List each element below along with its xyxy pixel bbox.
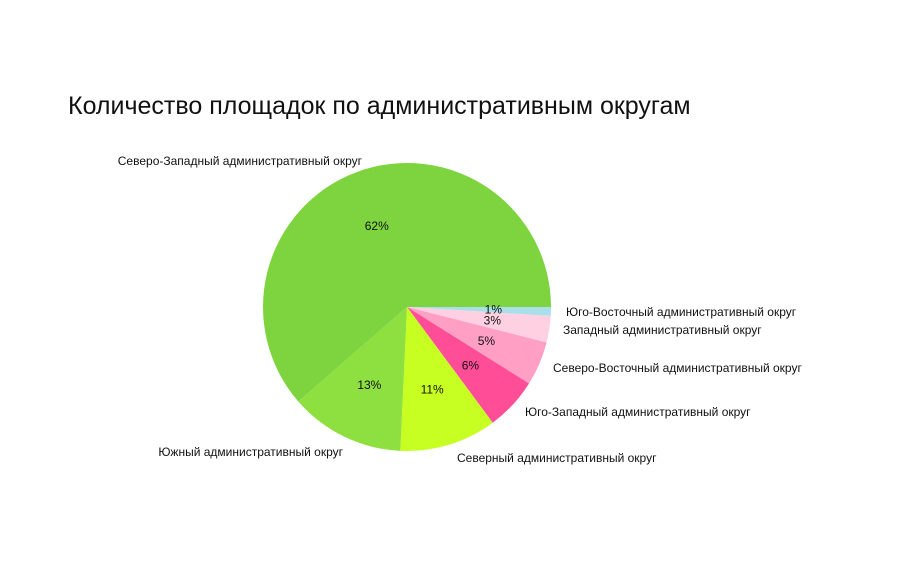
slice-percent-label: 13% (357, 378, 381, 392)
slice-category-label: Юго-Западный административный округ (525, 405, 751, 419)
slice-category-label: Северо-Восточный административный округ (553, 361, 802, 375)
slice-category-label: Северо-Западный административный округ (118, 154, 363, 168)
pie-slice (400, 307, 493, 451)
pie-labels: 1% Юго-Восточный административный округ 3%… (118, 154, 803, 465)
pie-slice (407, 307, 530, 423)
pie-slices (262, 162, 551, 451)
slice-percent-label: 5% (478, 334, 496, 348)
slice-percent-label: 3% (484, 313, 502, 327)
slice-percent-label: 1% (485, 303, 503, 317)
slice-category-label: Западный административный округ (563, 323, 762, 337)
pie-slice (298, 307, 407, 451)
pie-slice (262, 162, 551, 402)
slice-percent-label: 62% (365, 219, 389, 233)
slice-category-label: Южный административный округ (158, 445, 343, 459)
slice-category-label: Северный административный округ (457, 451, 657, 465)
pie-slice (407, 307, 547, 384)
slice-category-label: Юго-Восточный административный округ (566, 305, 797, 319)
pie-slice (407, 307, 551, 316)
slice-percent-label: 6% (462, 359, 480, 373)
pie-slice (407, 307, 551, 343)
slice-percent-label: 11% (421, 383, 444, 397)
chart-title: Количество площадок по административным … (68, 92, 691, 120)
